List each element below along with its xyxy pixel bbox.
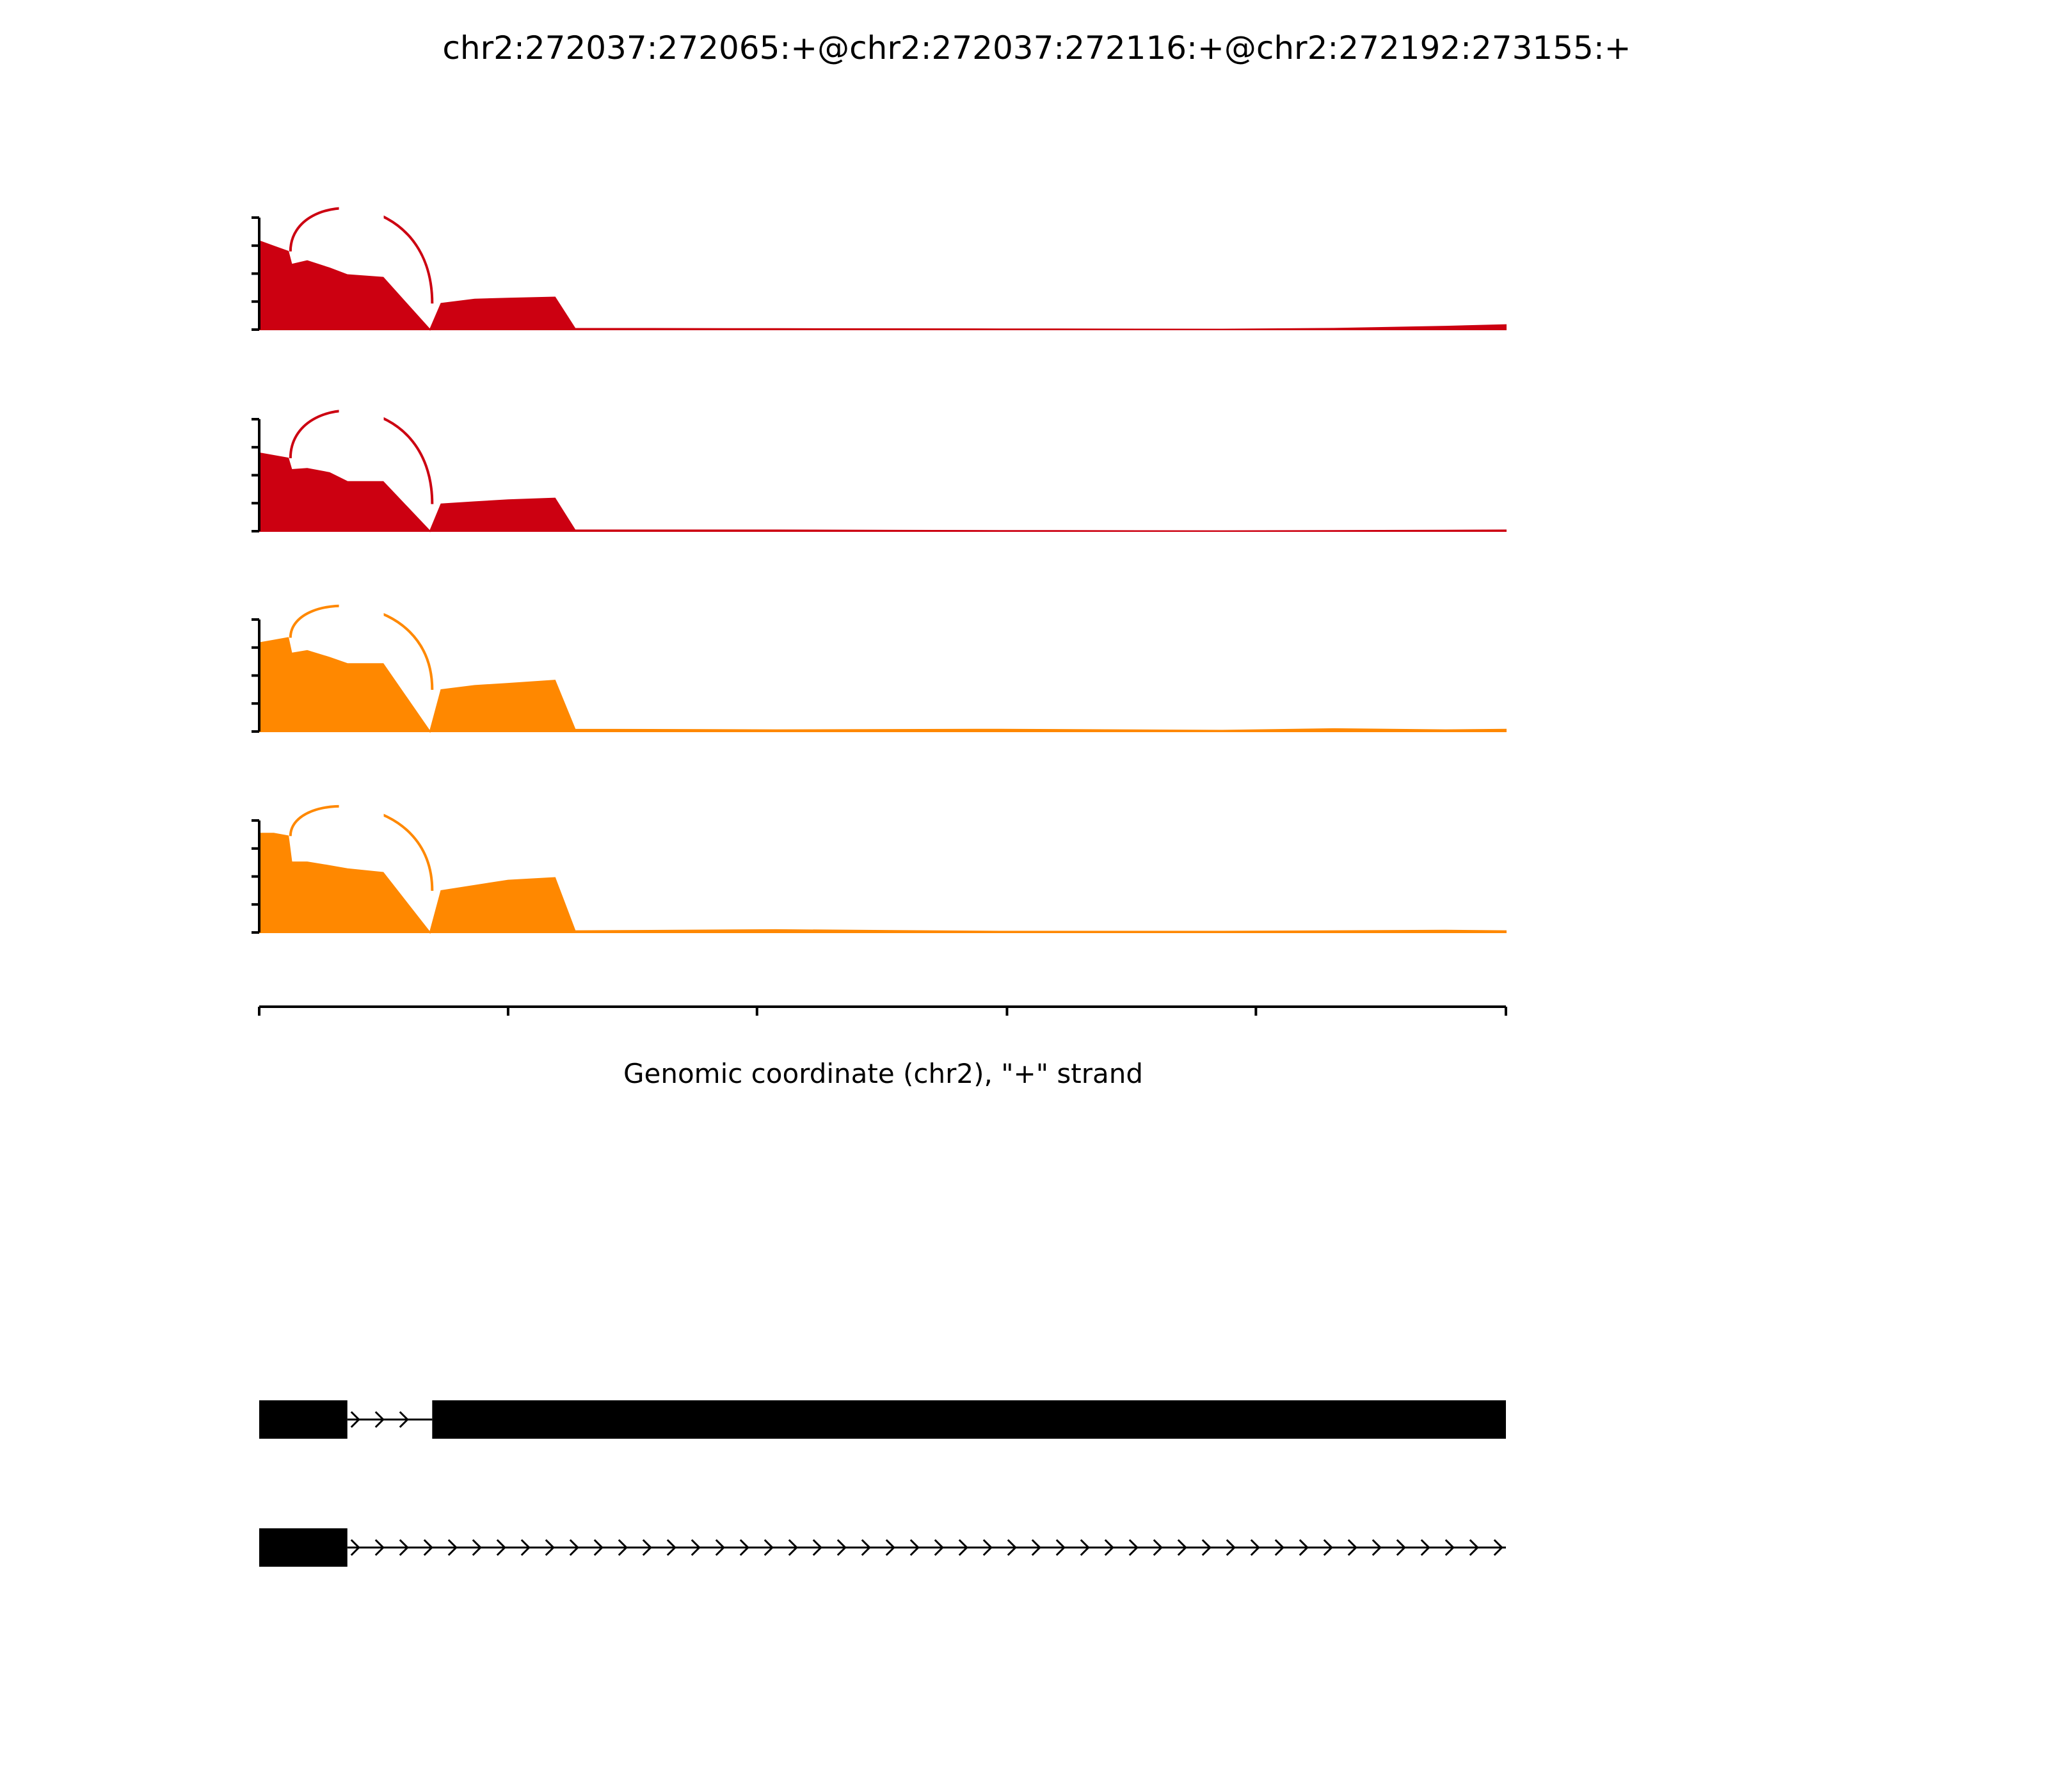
strand-arrow (1153, 1539, 1163, 1556)
junction-label-box (339, 604, 384, 633)
coverage-area (259, 452, 1507, 532)
exon-block (432, 1400, 1506, 1439)
strand-arrow (1493, 1539, 1503, 1556)
strand-arrow (1128, 1539, 1139, 1556)
strand-arrow (666, 1539, 676, 1556)
strand-arrow (1372, 1539, 1382, 1556)
strand-arrow (1323, 1539, 1333, 1556)
strand-arrow (788, 1539, 798, 1556)
strand-arrow (1469, 1539, 1479, 1556)
strand-arrow (715, 1539, 725, 1556)
strand-arrow (1031, 1539, 1041, 1556)
exon-block (259, 1528, 348, 1567)
strand-arrow (350, 1539, 360, 1556)
coverage-panel (252, 202, 1507, 331)
strand-arrow (934, 1539, 944, 1556)
strand-arrow (374, 1539, 385, 1556)
gene-model (259, 1400, 1506, 1439)
figure-title: chr2:272037:272065:+@chr2:272037:272116:… (442, 29, 1631, 67)
strand-arrow (982, 1539, 993, 1556)
strand-arrow (1226, 1539, 1236, 1556)
strand-arrow (1104, 1539, 1114, 1556)
strand-arrow (1274, 1539, 1284, 1556)
strand-arrow (1080, 1539, 1090, 1556)
strand-arrow (496, 1539, 506, 1556)
strand-arrow (423, 1539, 433, 1556)
coverage-area (259, 833, 1507, 934)
strand-arrow (520, 1539, 531, 1556)
strand-arrow (545, 1539, 555, 1556)
strand-arrow (472, 1539, 482, 1556)
coverage-panel (252, 804, 1507, 934)
strand-arrow (1347, 1539, 1357, 1556)
exon-block (259, 1400, 348, 1439)
strand-arrow (909, 1539, 920, 1556)
strand-arrow (836, 1539, 847, 1556)
coverage-panel (252, 403, 1507, 532)
strand-arrow (1201, 1539, 1212, 1556)
strand-arrow (861, 1539, 871, 1556)
strand-arrow (885, 1539, 895, 1556)
strand-arrow (691, 1539, 701, 1556)
gene-models (259, 1400, 1506, 1567)
strand-arrow (447, 1539, 458, 1556)
junction-label-box (339, 403, 384, 433)
junction-label-box (339, 804, 384, 834)
strand-arrow (593, 1539, 604, 1556)
gene-model (259, 1528, 1506, 1567)
strand-arrow (350, 1411, 360, 1428)
strand-arrow (642, 1539, 652, 1556)
strand-arrow (399, 1539, 409, 1556)
coverage-panels (252, 202, 1507, 934)
x-axis (258, 1005, 1507, 1016)
strand-arrow (1177, 1539, 1187, 1556)
junction-label-box (339, 202, 384, 231)
strand-arrow (958, 1539, 968, 1556)
strand-arrow (1299, 1539, 1309, 1556)
coverage-area (259, 240, 1507, 331)
strand-arrow (1420, 1539, 1430, 1556)
strand-arrow (1396, 1539, 1406, 1556)
strand-arrow (1055, 1539, 1066, 1556)
strand-arrow (399, 1411, 409, 1428)
strand-arrow (1444, 1539, 1455, 1556)
strand-arrow (812, 1539, 822, 1556)
strand-arrow (739, 1539, 749, 1556)
strand-arrow (618, 1539, 628, 1556)
x-axis-label: Genomic coordinate (chr2), "+" strand (623, 1058, 1143, 1089)
strand-arrow (569, 1539, 579, 1556)
coverage-area (259, 637, 1507, 733)
strand-arrow (1250, 1539, 1260, 1556)
strand-arrow (1007, 1539, 1017, 1556)
strand-arrow (764, 1539, 774, 1556)
coverage-panel (252, 604, 1507, 733)
strand-arrow (374, 1411, 385, 1428)
